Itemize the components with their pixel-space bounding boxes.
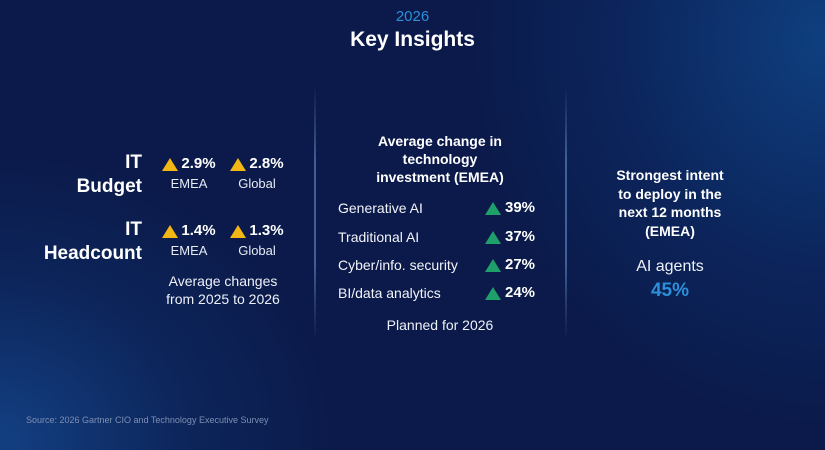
it-headcount-values: 1.4% EMEA 1.3% Global: [155, 222, 295, 259]
it-budget-label: IT Budget: [0, 151, 142, 199]
note-line: from 2025 to 2026: [166, 291, 280, 307]
metric-label-line: IT: [125, 219, 142, 240]
region-label: Global: [238, 176, 276, 191]
metric-value: 2.9%: [181, 155, 216, 172]
column-divider-right: [565, 85, 567, 340]
up-triangle-icon: [485, 202, 501, 215]
investment-row: Cyber/info. security 27%: [338, 255, 548, 275]
up-triangle-icon: [485, 231, 501, 244]
note-line: Average changes: [168, 273, 278, 289]
column-divider-left: [314, 85, 316, 340]
region-label: Global: [238, 243, 276, 258]
investment-name: Cyber/info. security: [338, 257, 458, 273]
metric-label-line: Headcount: [43, 243, 142, 264]
investment-value: 37%: [505, 228, 536, 245]
up-triangle-icon: [485, 259, 501, 272]
investment-value: 27%: [505, 256, 536, 273]
heading-line: investment (EMEA): [376, 169, 504, 185]
up-triangle-icon: [230, 224, 247, 238]
it-headcount-global: 1.3% Global: [223, 222, 291, 259]
investment-name: BI/data analytics: [338, 285, 441, 301]
up-triangle-icon: [230, 157, 247, 171]
deploy-intent-heading: Strongest intent to deploy in the next 1…: [580, 166, 760, 240]
heading-line: technology: [402, 151, 478, 167]
metric-label-line: Budget: [76, 176, 142, 197]
investment-heading: Average change in technology investment …: [320, 132, 560, 186]
heading-line: Strongest intent: [616, 167, 724, 183]
slide-header: 2026 Key Insights: [0, 8, 825, 53]
slide-year: 2026: [395, 8, 430, 25]
it-headcount-emea: 1.4% EMEA: [155, 222, 223, 259]
it-headcount-label: IT Headcount: [0, 218, 142, 266]
deploy-item-label: AI agents: [636, 258, 704, 275]
deploy-item-value: 45%: [650, 280, 690, 301]
up-triangle-icon: [162, 157, 179, 171]
up-triangle-icon: [162, 224, 179, 238]
investment-row: BI/data analytics 24%: [338, 283, 548, 303]
left-panel-note: Average changes from 2025 to 2026: [148, 272, 298, 308]
investment-name: Traditional AI: [338, 229, 420, 245]
region-label: EMEA: [170, 243, 208, 258]
investment-row: Generative AI 39%: [338, 198, 548, 218]
it-budget-emea: 2.9% EMEA: [155, 155, 223, 192]
investment-name: Generative AI: [338, 200, 423, 216]
metric-value: 1.3%: [249, 222, 284, 239]
heading-line: next 12 months: [618, 204, 722, 220]
investment-row: Traditional AI 37%: [338, 227, 548, 247]
heading-line: Average change in: [378, 133, 502, 149]
it-budget-values: 2.9% EMEA 2.8% Global: [155, 155, 295, 192]
middle-panel-note: Planned for 2026: [386, 317, 494, 333]
metric-value: 2.8%: [249, 155, 284, 172]
metric-value: 1.4%: [181, 222, 216, 239]
source-footnote: Source: 2026 Gartner CIO and Technology …: [26, 415, 269, 425]
metric-label-line: IT: [125, 152, 142, 173]
region-label: EMEA: [170, 176, 208, 191]
slide-title: Key Insights: [350, 28, 475, 51]
heading-line: to deploy in the: [618, 185, 722, 202]
it-budget-global: 2.8% Global: [223, 155, 291, 192]
investment-value: 24%: [505, 284, 536, 301]
investment-value: 39%: [505, 199, 536, 216]
heading-line: (EMEA): [645, 222, 695, 239]
up-triangle-icon: [485, 287, 501, 300]
